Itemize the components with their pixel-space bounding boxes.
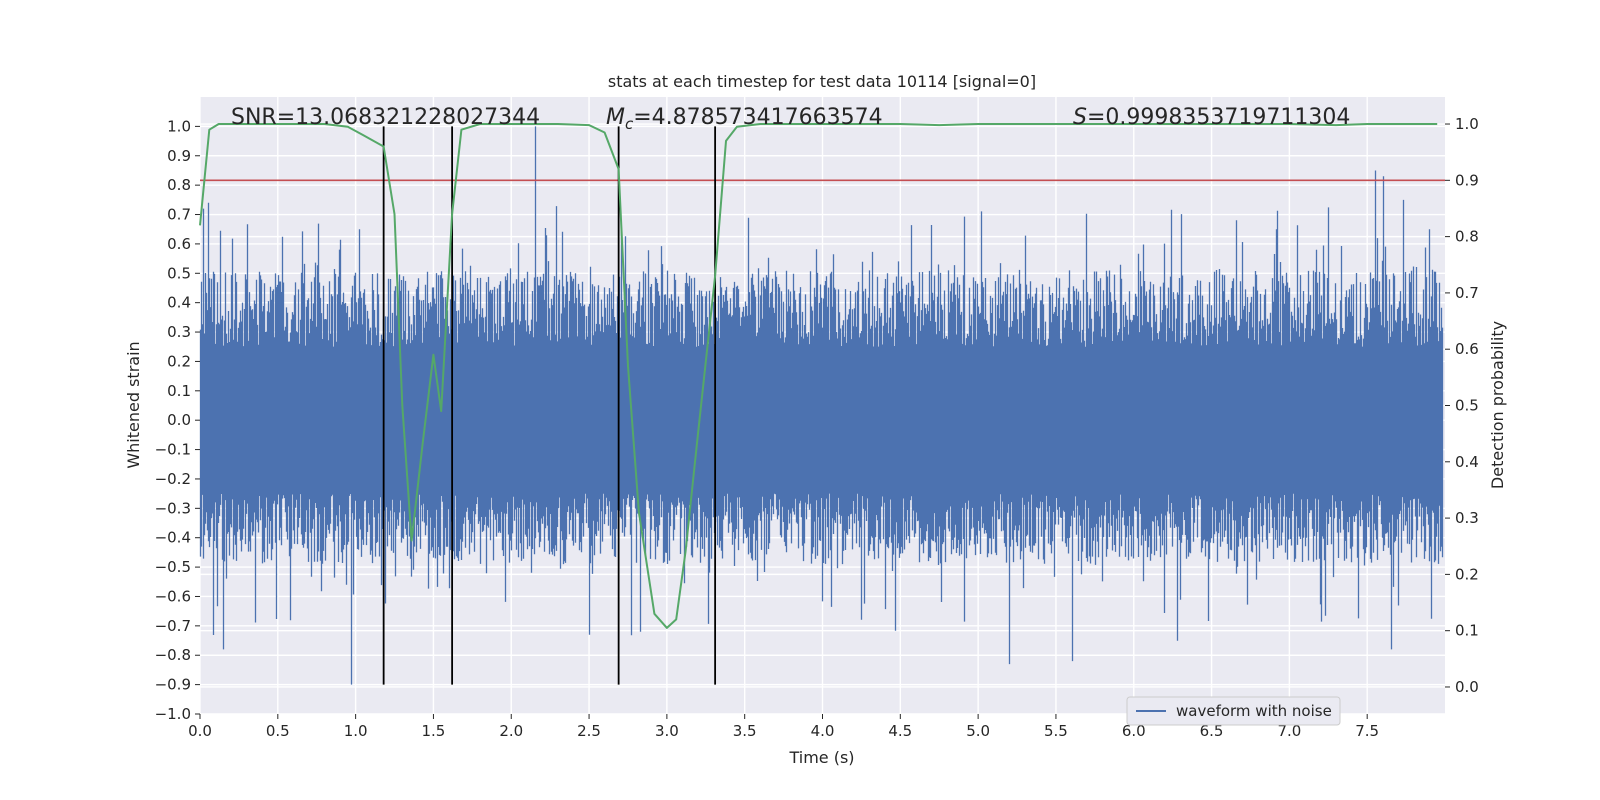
y-left-tick-label-16: 0.6	[167, 235, 191, 253]
waveform-series	[199, 126, 1444, 685]
x-tick-label-13: 6.5	[1200, 722, 1224, 740]
y-left-tick-label-10: 0.0	[167, 411, 191, 429]
x-tick-label-15: 7.5	[1355, 722, 1379, 740]
y-left-tick-label-1: −0.9	[155, 676, 191, 694]
annotation-chirp-mass-subscript: c	[625, 115, 634, 133]
x-tick-label-7: 3.5	[733, 722, 757, 740]
y-left-tick-label-3: −0.7	[155, 617, 191, 635]
y-right-tick-label-0: 0.0	[1455, 678, 1479, 696]
y-left-tick-label-0: −1.0	[155, 705, 191, 723]
y-right-tick-label-8: 0.8	[1455, 228, 1479, 246]
y-right-tick-label-10: 1.0	[1455, 115, 1479, 133]
annotation-chirp-mass: Mc=4.878573417663574	[606, 105, 883, 133]
y-left-tick-label-15: 0.5	[167, 264, 191, 282]
waveform-line	[199, 126, 1444, 685]
y-right-tick-label-4: 0.4	[1455, 453, 1479, 471]
annotation-significance-symbol: S	[1073, 105, 1087, 130]
x-axis-label: Time (s)	[788, 748, 854, 767]
annotation-significance: S=0.9998353719711304	[1073, 105, 1350, 130]
y-axis-label-right: Detection probability	[1488, 321, 1507, 489]
right-y-ticks: 0.0 0.1 0.2 0.3 0.4 0.5 0.6 0.7 0.8 0.9 1.0	[1445, 115, 1479, 696]
y-left-tick-label-5: −0.5	[155, 558, 191, 576]
x-tick-label-9: 4.5	[888, 722, 912, 740]
x-tick-label-10: 5.0	[966, 722, 990, 740]
legend: waveform with noise	[1126, 696, 1341, 726]
probability-series	[199, 123, 1438, 629]
x-tick-label-3: 1.5	[422, 722, 446, 740]
y-left-tick-label-9: −0.1	[155, 441, 191, 459]
y-left-tick-label-14: 0.4	[167, 294, 191, 312]
x-tick-label-8: 4.0	[811, 722, 835, 740]
x-tick-label-12: 6.0	[1122, 722, 1146, 740]
legend-box	[1126, 696, 1341, 726]
annotation-significance-value: =0.9998353719711304	[1087, 105, 1350, 130]
y-left-tick-label-8: −0.2	[155, 470, 191, 488]
x-tick-label-11: 5.5	[1044, 722, 1068, 740]
x-tick-label-6: 3.0	[655, 722, 679, 740]
x-tick-label-2: 1.0	[344, 722, 368, 740]
x-tick-label-5: 2.5	[577, 722, 601, 740]
x-tick-label-0: 0.0	[188, 722, 212, 740]
y-right-tick-label-2: 0.2	[1455, 565, 1479, 583]
y-left-tick-label-19: 0.9	[167, 147, 191, 165]
y-left-tick-label-18: 0.8	[167, 176, 191, 194]
y-right-tick-label-6: 0.6	[1455, 340, 1479, 358]
left-y-ticks: −1.0 −0.9 −0.8 −0.7 −0.6 −0.5 −0.4 −0.3 −0.2 −0.1…	[155, 117, 200, 723]
x-tick-label-14: 7.0	[1277, 722, 1301, 740]
x-tick-label-1: 0.5	[266, 722, 290, 740]
y-left-tick-label-20: 1.0	[167, 117, 191, 135]
legend-label-waveform: waveform with noise	[1176, 702, 1332, 720]
annotation-snr: SNR=13.068321228027344	[231, 105, 540, 130]
probability-line-0	[199, 123, 1438, 629]
y-left-tick-label-12: 0.2	[167, 352, 191, 370]
y-left-tick-label-6: −0.4	[155, 529, 191, 547]
x-tick-label-4: 2.0	[499, 722, 523, 740]
y-right-tick-label-1: 0.1	[1455, 622, 1479, 640]
y-left-tick-label-4: −0.6	[155, 587, 191, 605]
y-axis-label-left: Whitened strain	[124, 341, 143, 468]
y-left-tick-label-7: −0.3	[155, 499, 191, 517]
y-right-tick-label-5: 0.5	[1455, 397, 1479, 415]
y-left-tick-label-11: 0.1	[167, 382, 191, 400]
annotation-chirp-mass-symbol: M	[606, 105, 625, 130]
y-left-tick-label-2: −0.8	[155, 646, 191, 664]
y-right-tick-label-9: 0.9	[1455, 171, 1479, 189]
chart-title: stats at each timestep for test data 101…	[608, 72, 1036, 91]
y-right-tick-label-3: 0.3	[1455, 509, 1479, 527]
y-left-tick-label-13: 0.3	[167, 323, 191, 341]
y-left-tick-label-17: 0.7	[167, 206, 191, 224]
x-ticks: 0.0 0.5 1.0 1.5 2.0 2.5 3.0 3.5 4.0 4.5 5.0 5.5 6.0 6…	[188, 714, 1379, 740]
y-right-tick-label-7: 0.7	[1455, 284, 1479, 302]
annotation-chirp-mass-value: =4.878573417663574	[633, 105, 882, 130]
